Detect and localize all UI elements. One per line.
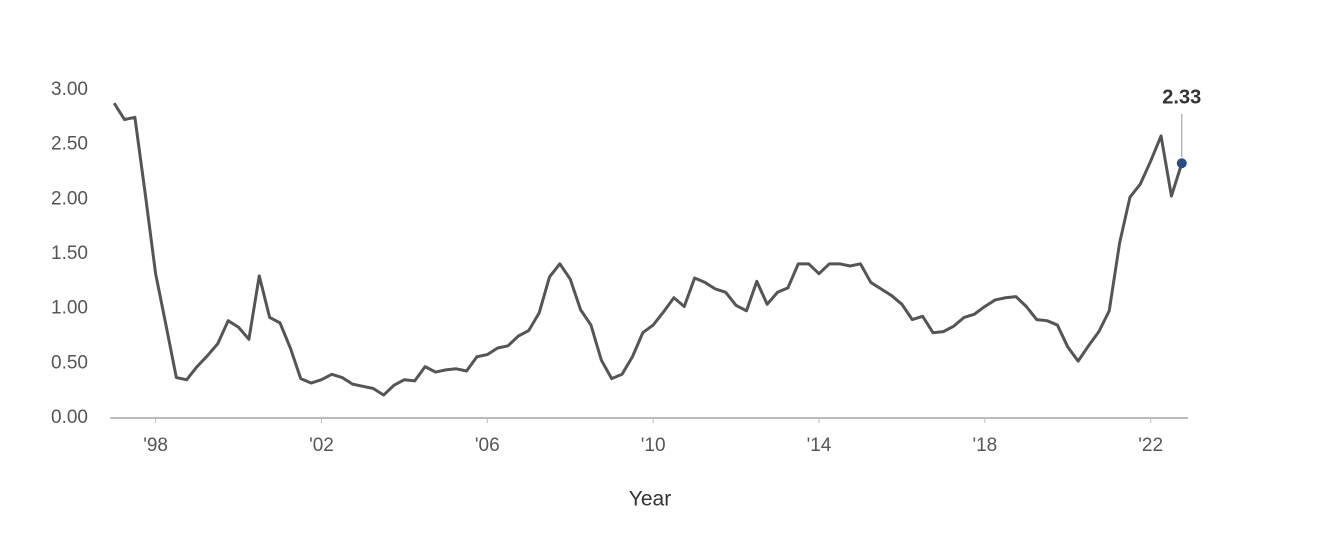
y-tick-label: 1.00: [51, 298, 88, 319]
x-tick-label: '98: [143, 435, 168, 456]
x-tick-label: '06: [475, 435, 500, 456]
x-tick-label: '18: [972, 435, 997, 456]
end-point: [1176, 158, 1187, 169]
x-tick-label: '14: [807, 435, 832, 456]
y-tick-label: 0.50: [51, 352, 88, 373]
line: [112, 102, 1184, 397]
y-tick-label: 0.00: [51, 407, 88, 428]
y-tick-label: 3.00: [51, 79, 88, 100]
x-tick-label: '02: [309, 435, 334, 456]
annotation: 2.33: [1162, 86, 1201, 108]
y-tick-label: 1.50: [51, 243, 88, 264]
x-axis-label: Year: [629, 488, 671, 511]
x-tick-label: '10: [641, 435, 666, 456]
x-tick-label: '22: [1138, 435, 1163, 456]
y-tick-label: 2.50: [51, 134, 88, 155]
y-tick-label: 2.00: [51, 188, 88, 209]
